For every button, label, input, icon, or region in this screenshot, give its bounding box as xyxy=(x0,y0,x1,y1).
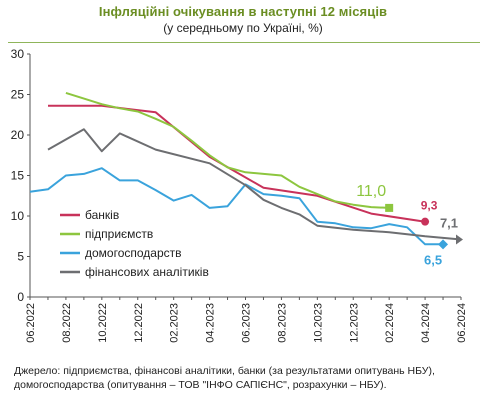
y-tick-label: 5 xyxy=(17,250,24,264)
legend-label: фінансових аналітиків xyxy=(85,265,209,279)
legend-label: домогосподарств xyxy=(85,246,182,260)
x-tick-label: 06.2023 xyxy=(241,303,253,343)
y-tick-label: 10 xyxy=(11,209,25,223)
x-tick-label: 06.2022 xyxy=(25,303,37,343)
x-tick-label: 04.2023 xyxy=(205,303,217,343)
series-end-label: 9,3 xyxy=(421,199,438,213)
y-tick-label: 15 xyxy=(11,169,25,183)
x-tick-label: 10.2022 xyxy=(97,303,109,343)
y-tick-label: 0 xyxy=(17,290,24,304)
chart-subtitle: (у середньому по Україні, %) xyxy=(163,21,323,35)
chart-title: Інфляційні очікування в наступні 12 міся… xyxy=(98,4,388,19)
source-note: Джерело: підприємства, фінансові аналіти… xyxy=(14,365,435,391)
legend-label: підприємств xyxy=(85,227,153,241)
x-tick-label: 06.2024 xyxy=(456,303,468,343)
x-tick-label: 02.2024 xyxy=(384,303,396,343)
y-tick-label: 30 xyxy=(11,47,25,61)
x-tick-label: 04.2024 xyxy=(420,303,432,343)
series-end-marker xyxy=(385,203,394,212)
x-tick-label: 08.2023 xyxy=(276,303,288,343)
series-line-1 xyxy=(48,104,426,223)
series-end-label: 6,5 xyxy=(424,252,442,267)
series-line-4 xyxy=(47,128,462,241)
y-tick-label: 20 xyxy=(11,128,25,142)
x-tick-label: 12.2022 xyxy=(133,303,145,343)
series-end-marker xyxy=(438,239,449,250)
x-tick-label: 10.2023 xyxy=(312,303,324,343)
series-line-3 xyxy=(29,167,443,246)
x-tick-label: 08.2022 xyxy=(61,303,73,343)
series-end-label: 11,0 xyxy=(356,183,386,200)
x-tick-label: 02.2023 xyxy=(169,303,181,343)
legend-label: банків xyxy=(85,208,119,222)
title-divider xyxy=(8,42,480,43)
series-line-2 xyxy=(65,91,390,209)
series-end-marker xyxy=(456,234,463,245)
series-end-label: 7,1 xyxy=(440,215,458,230)
x-tick-label: 12.2023 xyxy=(348,303,360,343)
series-end-marker xyxy=(421,217,430,226)
y-tick-label: 25 xyxy=(11,88,25,102)
